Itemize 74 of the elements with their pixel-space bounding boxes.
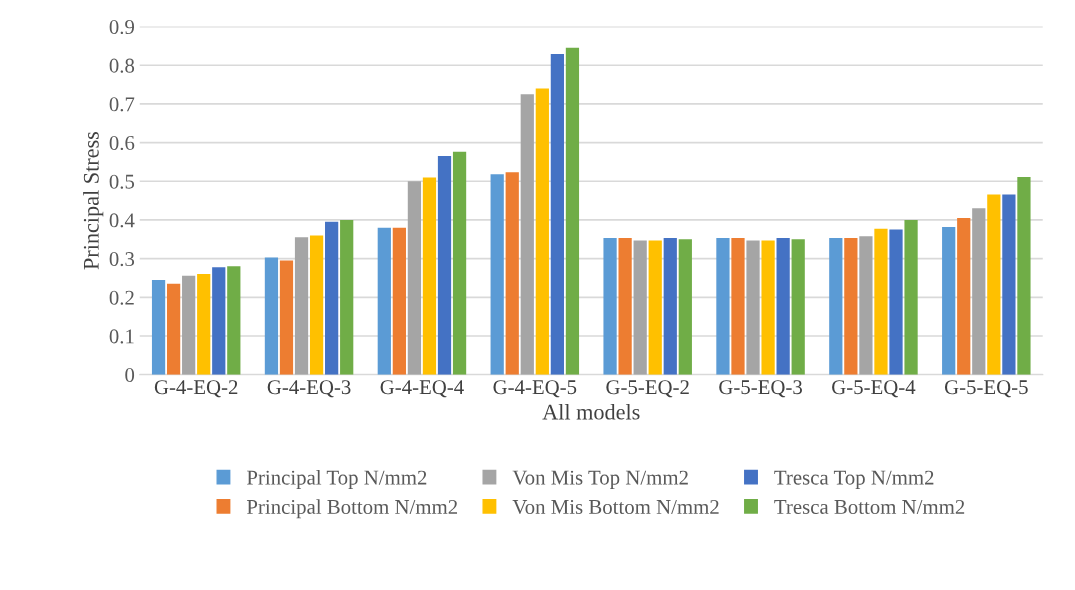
bar <box>904 219 918 375</box>
bar <box>325 221 339 375</box>
bar <box>377 227 391 375</box>
bar <box>264 257 279 375</box>
bar <box>829 238 843 375</box>
y-tick-label: 0.2 <box>109 290 134 305</box>
y-tick-label: 0.7 <box>109 97 135 112</box>
legend-label: Von Mis Bottom N/mm2 <box>512 499 719 515</box>
bar <box>452 151 467 375</box>
bar <box>340 219 354 375</box>
bar <box>889 229 903 375</box>
bar <box>859 236 873 375</box>
legend-label: Tresca Top N/mm2 <box>774 470 934 489</box>
bar <box>1002 194 1016 375</box>
bar <box>437 156 452 375</box>
bar <box>550 54 565 375</box>
bar <box>490 174 504 375</box>
x-tick-label: G-5-EQ-3 <box>719 380 802 398</box>
legend-label: Tresca Bottom N/mm2 <box>774 499 965 514</box>
y-tick-label: 0.5 <box>109 174 135 189</box>
y-tick-label: 0.3 <box>109 251 135 267</box>
bar <box>957 218 971 375</box>
x-tick-label: G-5-EQ-2 <box>606 380 689 398</box>
x-tick-label: G-4-EQ-4 <box>380 380 464 398</box>
bar <box>565 47 580 375</box>
bar <box>618 238 632 375</box>
x-tick-label: G-5-EQ-5 <box>944 380 1028 398</box>
bar <box>294 237 309 375</box>
legend-label: Principal Top N/mm2 <box>246 469 427 489</box>
y-tick-label: 0 <box>125 368 135 383</box>
bar <box>844 238 858 375</box>
y-tick-label: 0.1 <box>109 329 134 344</box>
bar <box>151 279 166 375</box>
bar <box>535 88 549 375</box>
bar <box>279 260 294 375</box>
bar <box>942 226 956 375</box>
bar <box>182 275 196 375</box>
bar <box>166 283 181 375</box>
y-tick-label: 0.9 <box>109 19 135 35</box>
bar <box>309 235 324 375</box>
bar <box>716 238 730 375</box>
bar <box>212 267 226 375</box>
bar <box>731 238 745 375</box>
bar <box>648 240 662 375</box>
x-tick-label: G-4-EQ-5 <box>493 380 577 398</box>
x-tick-label: G-4-EQ-3 <box>267 380 351 398</box>
bar <box>422 177 437 375</box>
bar <box>227 266 241 375</box>
bar <box>678 239 692 375</box>
x-tick-label: G-5-EQ-4 <box>832 380 916 398</box>
y-tick-label: 0.8 <box>109 58 135 73</box>
y-axis-title: Principal Stress <box>83 131 104 270</box>
bar <box>520 94 534 375</box>
bar <box>791 239 805 375</box>
x-tick-label: G-4-EQ-2 <box>154 380 238 398</box>
legend-label: Principal Bottom N/mm2 <box>246 499 458 519</box>
bar <box>874 228 888 375</box>
bar <box>746 240 760 375</box>
bar <box>603 238 617 375</box>
bar <box>407 181 422 375</box>
bar <box>761 240 775 375</box>
x-axis-title: All models <box>542 403 640 420</box>
bar <box>663 238 677 375</box>
bar <box>505 172 519 375</box>
bar <box>633 240 647 375</box>
legend-label: Von Mis Top N/mm2 <box>512 470 688 489</box>
bar <box>392 227 406 375</box>
bar <box>1017 177 1031 375</box>
y-tick-label: 0.6 <box>109 135 135 151</box>
bar <box>197 274 211 375</box>
bar <box>776 238 790 375</box>
bar <box>987 194 1001 375</box>
y-tick-label: 0.4 <box>109 213 135 228</box>
bar <box>972 208 986 375</box>
